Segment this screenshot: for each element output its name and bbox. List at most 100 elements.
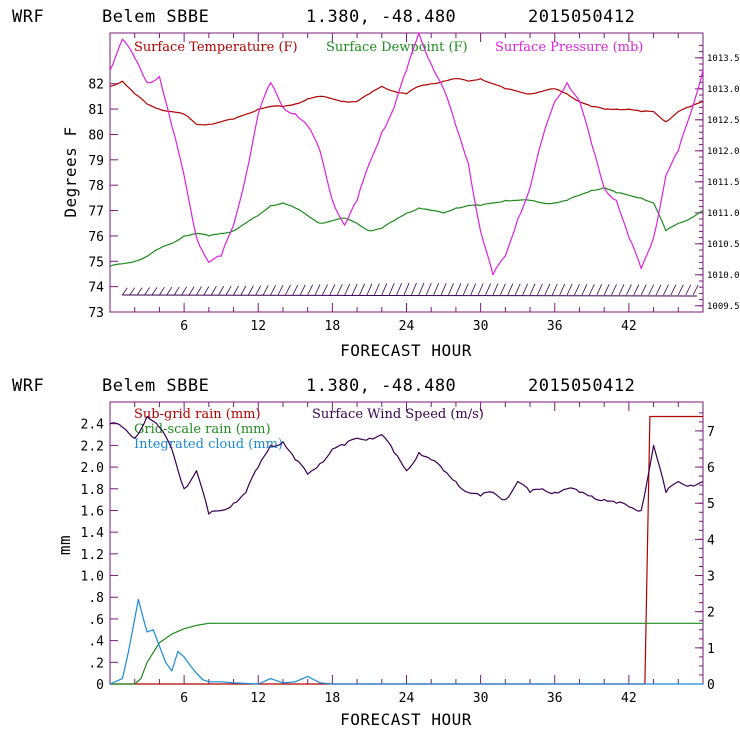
wind-barb [545, 284, 550, 295]
wind-barb [145, 287, 150, 295]
wind-barb [500, 284, 505, 295]
wind-barb [404, 283, 409, 295]
bottom-series-lines [110, 417, 703, 685]
wind-barb [619, 284, 624, 295]
y-tick-label: .8 [88, 591, 104, 606]
wind-barb [234, 286, 239, 295]
pressure-line [110, 33, 703, 275]
y-tick-label: 78 [88, 179, 104, 194]
wind-barb [449, 283, 454, 295]
top-x-axis-label: FORECAST HOUR [340, 341, 472, 360]
legend-integrated-cloud: Integrated cloud (mm) [134, 437, 283, 452]
wind-barb [308, 285, 313, 295]
x-tick-label: 6 [180, 691, 188, 706]
wind-barb [537, 284, 542, 295]
y-tick-label: 0 [96, 678, 104, 693]
wind-barb [463, 283, 468, 295]
wind-barb [471, 283, 476, 295]
x-tick-label: 18 [325, 691, 341, 706]
wind-barb [174, 287, 179, 295]
wind-barb [641, 285, 646, 295]
x-tick-label: 24 [399, 691, 415, 706]
y-tick-label: 81 [88, 103, 104, 118]
wind-barb [634, 285, 639, 295]
bottom-y-axis-label: mm [55, 535, 74, 555]
wind-barb [389, 283, 394, 295]
integrated-cloud-line [110, 599, 703, 684]
wind-barb [426, 283, 431, 295]
wind-barb [382, 283, 387, 295]
bottom-header-run: 2015050412 [528, 376, 635, 396]
wind-barb [523, 284, 528, 295]
meteogram-figure: WRF Belem SBBE 1.380, -48.480 2015050412… [0, 0, 740, 740]
wind-barb [226, 286, 231, 295]
x-tick-label: 24 [399, 319, 415, 334]
y-tick-label: 1.0 [81, 570, 104, 585]
top-header-station: Belem SBBE [102, 7, 209, 27]
wind-barb [567, 284, 572, 295]
x-tick-label: 12 [250, 319, 266, 334]
wind-barb [196, 287, 201, 295]
wind-barb [626, 284, 631, 295]
top-header-run: 2015050412 [528, 7, 635, 27]
y2-tick-label: 1013.5 [707, 54, 740, 64]
gridscale-rain-line [110, 623, 703, 684]
wind-barb [337, 284, 342, 295]
wind-barb [597, 284, 602, 295]
legend-gridscale-rain: Grid-scale rain (mm) [134, 422, 271, 437]
wind-barb [663, 285, 668, 295]
y2-tick-label: 2 [707, 606, 715, 621]
y-tick-label: 76 [88, 230, 104, 245]
wind-barb [360, 284, 365, 295]
wind-barb [434, 283, 439, 295]
wind-barb [322, 284, 327, 295]
wind-barb [204, 286, 209, 295]
legend-surface-temperature: Surface Temperature (F) [134, 40, 298, 55]
wind-barb [122, 288, 127, 295]
wind-barb [678, 285, 683, 295]
y-tick-label: 1.4 [81, 526, 105, 541]
y2-tick-label: 1012.5 [707, 116, 740, 126]
wind-barb [271, 285, 276, 295]
wind-barb [478, 283, 483, 295]
wind-barb [374, 284, 379, 295]
y2-tick-label: 4 [707, 533, 715, 548]
wind-barb [352, 284, 357, 295]
x-tick-label: 18 [325, 319, 341, 334]
y-tick-label: 1.6 [81, 504, 104, 519]
wind-barb [219, 286, 224, 295]
wind-barb [441, 283, 446, 295]
wind-barb [656, 285, 661, 295]
x-tick-label: 36 [547, 691, 563, 706]
y2-tick-label: 1013.0 [707, 85, 740, 95]
wind-barb [241, 286, 246, 295]
x-tick-label: 42 [621, 691, 637, 706]
wind-barb [278, 285, 283, 295]
y2-tick-label: 6 [707, 461, 715, 476]
wind-barb [167, 287, 172, 295]
y-tick-label: .4 [88, 635, 104, 650]
y-tick-label: 82 [88, 78, 104, 93]
top-series-lines [110, 33, 703, 275]
wind-barb [411, 283, 416, 295]
wind-barb [159, 287, 164, 295]
wind-barb [285, 285, 290, 295]
wind-barb [367, 284, 372, 295]
wind-barb [300, 285, 305, 295]
y2-tick-label: 1011.5 [707, 178, 740, 188]
y-tick-label: 2.0 [81, 461, 104, 476]
top-axis-ticks [110, 33, 703, 312]
y-tick-label: 75 [88, 255, 104, 270]
x-tick-label: 30 [473, 691, 489, 706]
bottom-header-model: WRF [12, 376, 44, 396]
subgrid-rain-line [110, 417, 703, 685]
temperature-line [110, 79, 703, 125]
wind-barb [263, 285, 268, 295]
y2-tick-label: 1012.0 [707, 147, 740, 157]
y-tick-label: 73 [88, 306, 104, 321]
wind-barb [211, 286, 216, 295]
wind-barb [419, 283, 424, 295]
bottom-header-station: Belem SBBE [102, 376, 209, 396]
y-tick-label: 77 [88, 205, 104, 220]
x-tick-label: 30 [473, 319, 489, 334]
